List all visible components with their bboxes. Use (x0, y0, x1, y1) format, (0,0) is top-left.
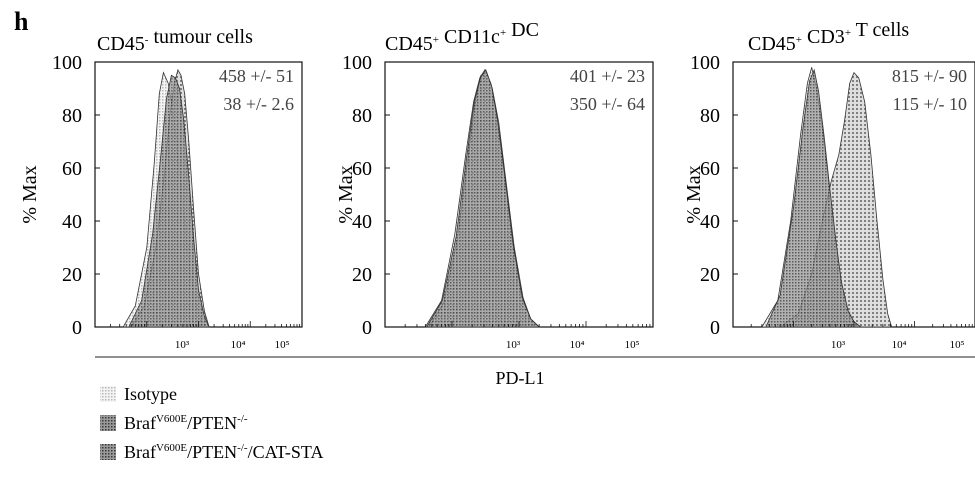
legend-label: BrafV600E/PTEN-/-/CAT-STA (124, 442, 323, 462)
legend-label: Isotype (124, 384, 177, 404)
shared-x-axis-label: PD-L1 (496, 368, 545, 388)
y-axis-label: % Max (335, 165, 357, 223)
stat-annotation: 115 +/- 10 (893, 94, 967, 114)
x-tick-label: 10⁴ (231, 339, 246, 351)
legend-swatch (100, 415, 116, 431)
y-axis-label: % Max (683, 165, 705, 223)
stat-annotation: 350 +/- 64 (570, 94, 645, 114)
panel-letter: h (14, 7, 29, 36)
x-tick-label: 10⁴ (570, 339, 585, 351)
y-tick-label: 80 (352, 105, 372, 127)
stat-annotation: 458 +/- 51 (219, 66, 294, 86)
panel-title: CD45+ CD3+ T cells (748, 19, 909, 55)
y-tick-label: 60 (352, 158, 372, 180)
legend-swatch (100, 444, 116, 460)
x-tick-label: 10³ (831, 339, 846, 351)
y-tick-label: 60 (62, 158, 82, 180)
histogram-panel-tcells: CD45+ CD3+ T cells 0 20 40 60 80 100 10³ 10⁴ 10⁵%… (683, 19, 975, 351)
y-axis-label: % Max (19, 165, 41, 223)
x-tick-label: 10⁵ (950, 339, 965, 351)
y-tick-label: 0 (710, 317, 720, 339)
y-tick-label: 20 (62, 264, 82, 286)
panel-title: CD45+ CD11c+ DC (385, 19, 539, 55)
y-tick-label: 80 (62, 105, 82, 127)
y-tick-label: 0 (362, 317, 372, 339)
histogram-panel-tumour: CD45- tumour cells 0 20 40 60 80 100 10³ 10⁴ 10⁵%… (19, 26, 303, 351)
stat-annotation: 401 +/- 23 (570, 66, 645, 86)
x-tick-label: 10³ (175, 339, 190, 351)
y-tick-label: 80 (700, 105, 720, 127)
legend: Isotype BrafV600E/PTEN-/- BrafV600E/PTEN-/… (100, 384, 323, 462)
y-tick-label: 40 (62, 211, 82, 233)
stat-annotation: 815 +/- 90 (892, 66, 967, 86)
y-tick-label: 40 (700, 211, 720, 233)
y-tick-label: 100 (342, 52, 372, 74)
histogram-panel-dc: CD45+ CD11c+ DC 0 20 40 60 80 100 10³ 10⁴ 10⁵ % Ma… (335, 19, 654, 351)
y-tick-label: 100 (690, 52, 720, 74)
x-tick-label: 10⁴ (892, 339, 907, 351)
histogram-series-2 (128, 74, 210, 328)
y-tick-label: 60 (700, 158, 720, 180)
stat-annotation: 38 +/- 2.6 (223, 94, 294, 114)
histogram-series-2 (765, 68, 863, 328)
legend-swatch (100, 386, 116, 402)
y-tick-label: 20 (352, 264, 372, 286)
x-tick-label: 10³ (506, 339, 521, 351)
panel-title: CD45- tumour cells (97, 26, 253, 55)
x-tick-label: 10⁵ (625, 339, 640, 351)
y-tick-label: 0 (72, 317, 82, 339)
x-tick-label: 10⁵ (275, 339, 290, 351)
y-tick-label: 20 (700, 264, 720, 286)
y-tick-label: 100 (52, 52, 82, 74)
histogram-series-2 (426, 69, 541, 328)
y-tick-label: 40 (352, 211, 372, 233)
legend-label: BrafV600E/PTEN-/- (124, 413, 248, 433)
